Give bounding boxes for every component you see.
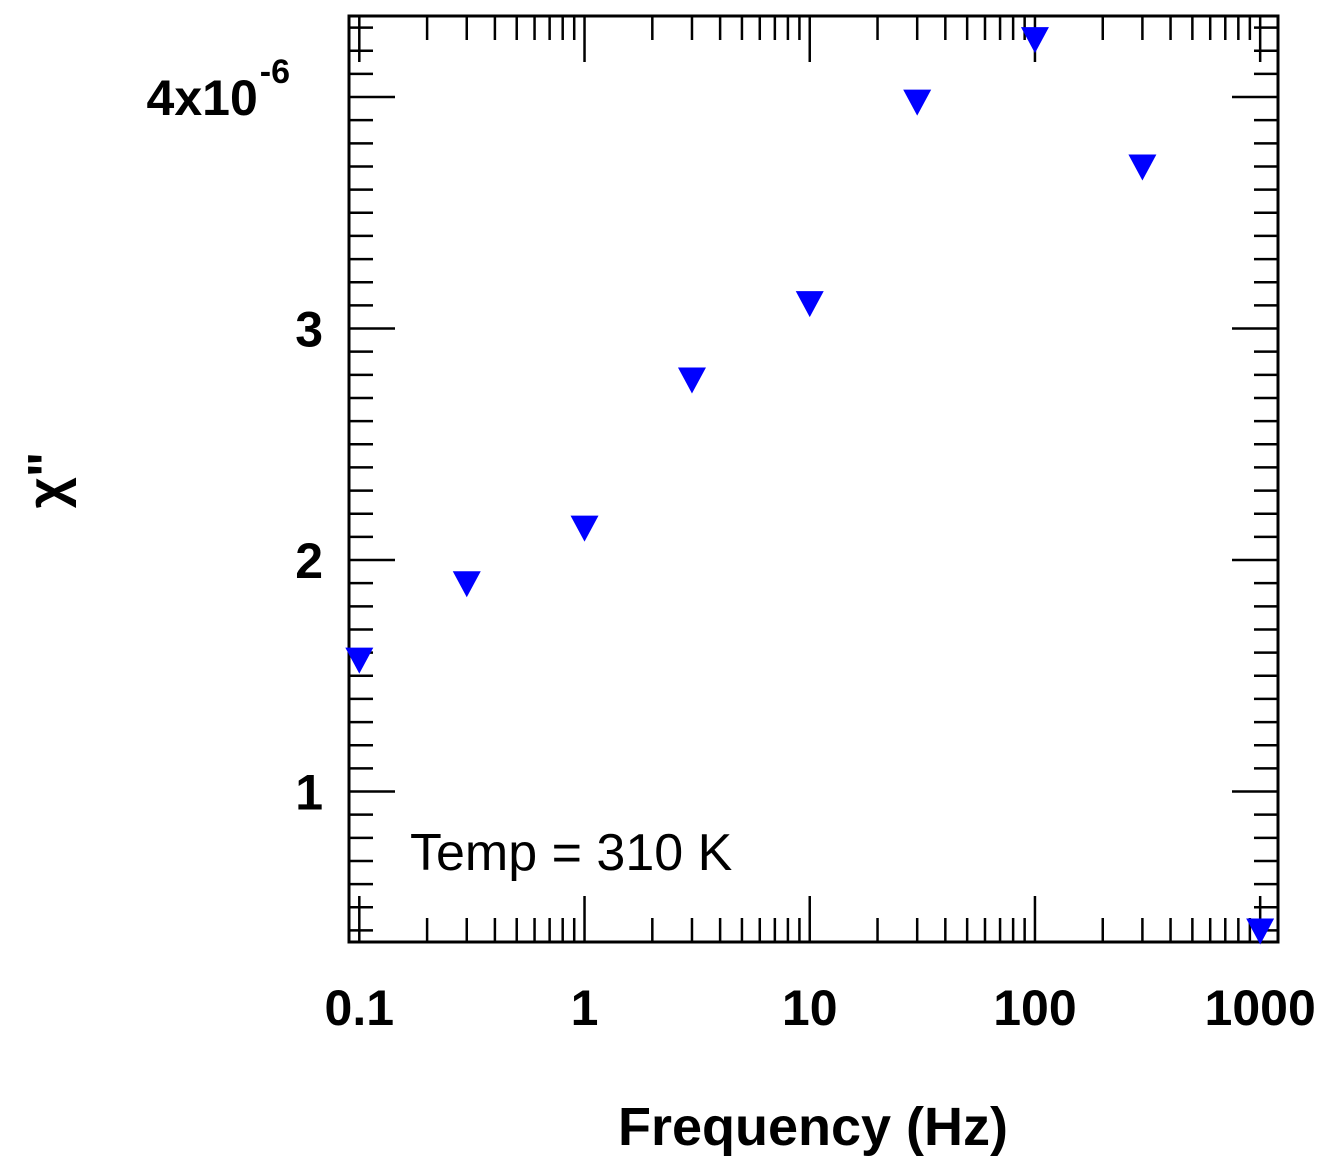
data-point xyxy=(1020,27,1049,54)
data-point xyxy=(345,647,374,674)
y-tick-label: 3 xyxy=(295,302,323,358)
y-tick-label: 4x10-6 xyxy=(147,53,290,126)
x-tick-label: 0.1 xyxy=(325,980,395,1036)
y-tick-label: 2 xyxy=(295,533,323,589)
y-tick-labels: 1 2 3 4x10-6 xyxy=(147,53,323,821)
x-axis-title: Frequency (Hz) xyxy=(618,1097,1008,1157)
y-tick-exponent: -6 xyxy=(260,53,290,91)
x-tick-labels: 0.1 1 10 100 1000 xyxy=(325,980,1316,1036)
data-point xyxy=(903,89,932,116)
data-point xyxy=(1128,154,1157,181)
tick-marks xyxy=(349,16,1278,942)
plot-frame xyxy=(347,14,1280,944)
data-point xyxy=(1246,918,1275,945)
data-points xyxy=(345,27,1275,945)
data-point xyxy=(452,571,481,598)
y-axis-title: χ" xyxy=(17,452,77,509)
data-point xyxy=(795,291,824,318)
x-tick-label: 10 xyxy=(782,980,838,1036)
y-tick-label: 1 xyxy=(295,765,323,821)
data-point xyxy=(570,515,599,542)
x-tick-label: 1 xyxy=(571,980,599,1036)
temperature-annotation: Temp = 310 K xyxy=(410,824,733,882)
data-point xyxy=(677,367,706,394)
x-tick-label: 1000 xyxy=(1205,980,1316,1036)
x-tick-label: 100 xyxy=(993,980,1076,1036)
